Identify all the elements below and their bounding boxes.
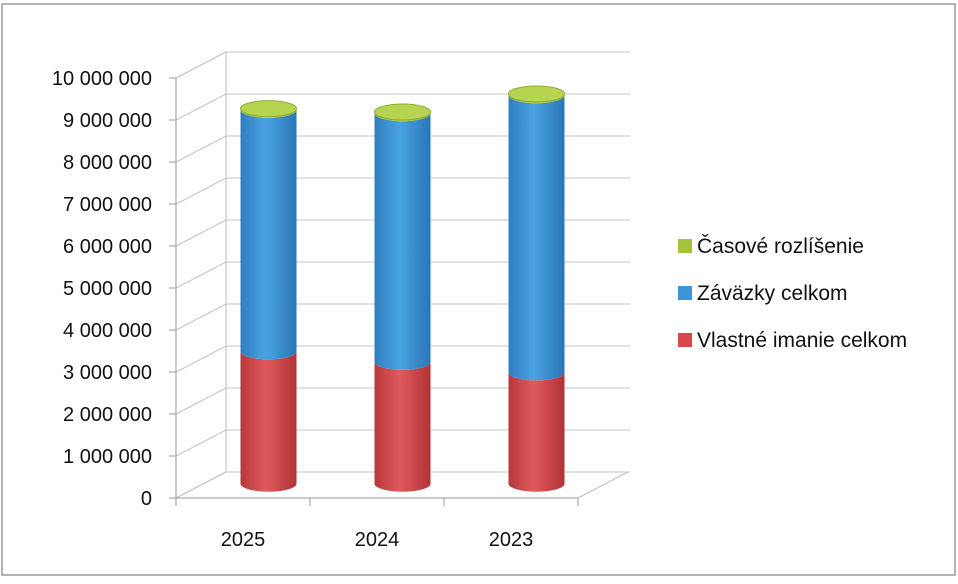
bar-2024-záväzky-celkom (374, 113, 431, 370)
y-tick-label: 5 000 000 (63, 278, 152, 300)
bar-2023-záväzky-celkom (508, 95, 565, 381)
x-tick-label: 2025 (221, 529, 266, 551)
y-tick-label: 8 000 000 (63, 152, 152, 174)
legend-label: Vlastné imanie celkom (697, 329, 907, 352)
gridline (175, 51, 630, 79)
y-tick-label: 7 000 000 (63, 194, 152, 216)
legend-label: Záväzky celkom (697, 282, 848, 305)
gridline (175, 261, 630, 289)
y-tick-label: 2 000 000 (63, 404, 152, 426)
x-tick-label: 2023 (489, 529, 534, 551)
y-axis-ticks: 0 1 000 000 2 000 000 3 000 000 4 000 000 5 0… (52, 68, 578, 510)
bar-2025-vlastné-imanie-celkom (240, 351, 297, 492)
bar-segment (374, 113, 431, 370)
gridline (175, 219, 630, 247)
y-tick-label: 9 000 000 (63, 110, 152, 132)
gridline (175, 135, 630, 163)
legend: Časové rozlíšenie Záväzky celkom Vlastné i… (678, 235, 907, 352)
outer-border (1, 3, 956, 576)
bar-segment (240, 351, 297, 492)
bar-top-cap (374, 103, 431, 121)
bar-2024-časové-rozlíšenie (374, 103, 431, 122)
bar-2023-časové-rozlíšenie (508, 85, 565, 104)
bar-segment (508, 372, 565, 492)
bar-segment (240, 109, 297, 360)
bars (240, 85, 565, 492)
y-tick-label: 0 (141, 488, 152, 510)
y-tick-label: 4 000 000 (63, 320, 152, 342)
gridline (175, 93, 630, 121)
bar-segment (508, 95, 565, 381)
bar-2025-záväzky-celkom (240, 109, 297, 360)
bar-2024-vlastné-imanie-celkom (374, 361, 431, 492)
gridlines (175, 51, 630, 499)
bar-top-cap (508, 85, 565, 103)
bar-2025-časové-rozlíšenie (240, 100, 297, 118)
gridline (175, 303, 630, 331)
legend-swatch (678, 333, 692, 347)
bar-top-cap (240, 100, 297, 118)
gridline (175, 429, 630, 457)
y-tick-label: 1 000 000 (63, 446, 152, 468)
gridline (175, 345, 630, 373)
y-tick-label: 3 000 000 (63, 362, 152, 384)
legend-swatch (678, 286, 692, 300)
y-tick-label: 10 000 000 (52, 68, 152, 90)
x-axis-ticks: 2025 2024 2023 (175, 498, 579, 551)
legend-label: Časové rozlíšenie (697, 235, 864, 258)
gridline (175, 177, 630, 205)
y-tick-label: 6 000 000 (63, 236, 152, 258)
gridline (175, 471, 630, 499)
bar-2023-vlastné-imanie-celkom (508, 372, 565, 492)
x-tick-label: 2024 (355, 529, 400, 551)
legend-swatch (678, 239, 692, 253)
gridline (175, 387, 630, 415)
bar-segment (374, 361, 431, 492)
